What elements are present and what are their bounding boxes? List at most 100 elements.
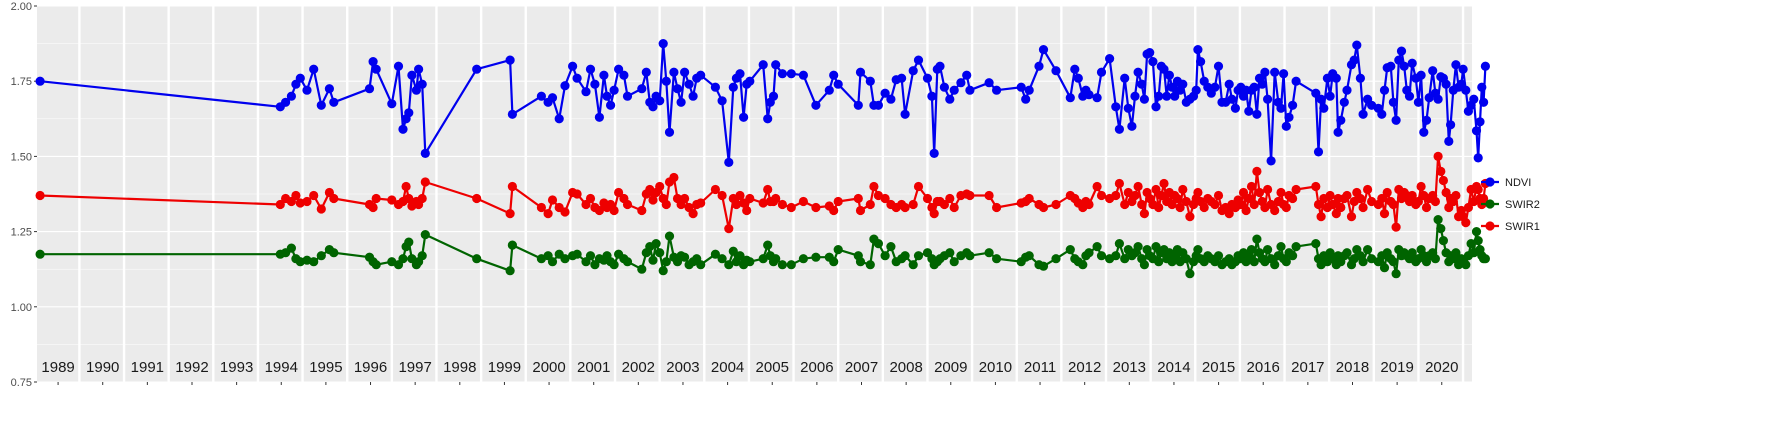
data-point-swir2 — [777, 260, 788, 270]
data-point-ndvi — [1133, 67, 1143, 77]
data-point-swir1 — [1210, 199, 1220, 210]
year-label: 2005 — [756, 359, 789, 376]
y-tick-label: 1.75 — [11, 76, 32, 88]
data-point-ndvi — [404, 108, 414, 118]
data-point-swir1 — [472, 193, 482, 204]
data-point-ndvi — [661, 76, 671, 86]
data-point-ndvi — [1170, 91, 1180, 101]
data-point-ndvi — [472, 64, 482, 74]
data-point-swir1 — [1111, 190, 1121, 201]
data-point-ndvi — [1428, 66, 1438, 76]
data-point-ndvi — [945, 94, 955, 104]
data-point-swir1 — [1092, 181, 1102, 192]
data-point-swir2 — [833, 245, 843, 255]
data-point-swir2 — [1051, 254, 1061, 264]
data-point-ndvi — [1276, 103, 1286, 113]
data-point-swir2 — [984, 248, 994, 258]
data-point-swir1 — [1473, 184, 1483, 195]
data-point-ndvi — [710, 82, 721, 92]
data-point-ndvi — [568, 61, 578, 71]
data-point-swir2 — [637, 264, 647, 274]
data-point-swir1 — [309, 190, 319, 201]
data-point-swir2 — [560, 254, 570, 264]
data-point-swir2 — [855, 257, 866, 267]
data-point-swir1 — [688, 209, 698, 219]
data-point-ndvi — [387, 99, 397, 109]
data-point-swir2 — [507, 240, 517, 250]
data-point-ndvi — [1394, 55, 1404, 65]
data-point-ndvi — [1475, 117, 1485, 127]
data-point-swir2 — [1433, 215, 1443, 225]
data-point-ndvi — [1145, 48, 1155, 58]
data-point-ndvi — [908, 66, 918, 76]
data-point-ndvi — [1313, 147, 1324, 157]
data-point-ndvi — [798, 70, 809, 80]
data-point-ndvi — [371, 64, 381, 74]
data-point-swir1 — [1382, 187, 1392, 198]
data-point-swir1 — [1388, 199, 1398, 210]
data-point-swir2 — [658, 266, 668, 276]
data-point-swir2 — [1181, 254, 1191, 264]
data-point-ndvi — [658, 39, 668, 49]
data-point-swir1 — [1358, 202, 1368, 213]
data-point-ndvi — [398, 124, 408, 134]
data-point-swir1 — [420, 177, 430, 187]
data-point-swir1 — [1325, 190, 1335, 201]
data-point-swir1 — [865, 199, 875, 210]
data-point-ndvi — [1162, 91, 1172, 101]
data-point-ndvi — [897, 73, 907, 83]
year-label: 2017 — [1291, 359, 1324, 376]
data-point-ndvi — [1342, 85, 1352, 95]
data-point-ndvi — [1377, 109, 1387, 119]
data-point-ndvi — [684, 79, 694, 89]
data-point-swir2 — [745, 257, 755, 267]
data-point-swir1 — [572, 189, 582, 199]
data-point-swir2 — [798, 254, 809, 264]
data-point-ndvi — [900, 109, 910, 119]
data-point-ndvi — [581, 87, 591, 97]
data-point-ndvi — [786, 69, 796, 79]
data-point-ndvi — [364, 84, 375, 94]
data-point-swir2 — [1436, 224, 1446, 234]
data-point-ndvi — [1333, 127, 1343, 137]
data-point-swir2 — [728, 246, 738, 256]
data-point-swir2 — [717, 254, 727, 264]
data-point-swir2 — [1291, 242, 1301, 252]
data-point-ndvi — [965, 85, 975, 95]
data-point-swir2 — [1270, 260, 1280, 270]
data-point-ndvi — [1379, 85, 1390, 95]
data-point-ndvi — [1358, 109, 1368, 119]
data-point-ndvi — [676, 97, 686, 107]
data-point-swir1 — [1263, 184, 1273, 195]
data-point-ndvi — [1159, 64, 1169, 74]
data-point-swir1 — [1051, 199, 1061, 210]
year-label: 2006 — [800, 359, 833, 376]
data-point-swir1 — [922, 193, 933, 204]
data-point-ndvi — [417, 79, 427, 89]
data-point-ndvi — [1084, 90, 1094, 100]
data-point-swir1 — [1421, 202, 1432, 213]
data-point-swir1 — [1139, 209, 1149, 219]
data-point-ndvi — [949, 85, 959, 95]
data-point-ndvi — [414, 64, 424, 74]
data-point-swir1 — [1244, 193, 1254, 204]
data-point-swir2 — [900, 251, 910, 261]
data-point-swir1 — [913, 181, 924, 192]
data-point-swir1 — [291, 190, 301, 201]
y-tick-label: 1.25 — [11, 227, 32, 239]
data-point-ndvi — [1092, 93, 1102, 103]
data-point-swir2 — [398, 254, 408, 264]
data-point-ndvi — [1416, 70, 1426, 80]
data-point-ndvi — [1291, 76, 1301, 86]
data-point-ndvi — [1051, 66, 1061, 76]
year-label: 1996 — [354, 359, 387, 376]
data-point-swir2 — [735, 251, 745, 261]
data-point-swir2 — [786, 260, 796, 270]
data-point-swir1 — [680, 193, 690, 204]
data-point-swir2 — [1379, 263, 1390, 273]
data-point-swir1 — [869, 181, 879, 192]
data-point-swir1 — [710, 184, 721, 195]
year-label: 2015 — [1202, 359, 1235, 376]
series-points — [35, 39, 1490, 279]
data-point-ndvi — [962, 70, 972, 80]
